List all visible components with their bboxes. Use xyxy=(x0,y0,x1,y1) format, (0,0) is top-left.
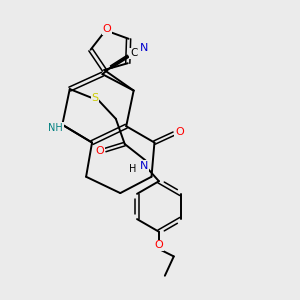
Text: O: O xyxy=(95,146,104,157)
Text: O: O xyxy=(175,127,184,137)
Text: O: O xyxy=(154,240,163,250)
Text: S: S xyxy=(92,93,99,103)
Text: H: H xyxy=(129,164,137,174)
Text: C: C xyxy=(130,48,137,59)
Text: N: N xyxy=(140,44,148,53)
Text: O: O xyxy=(103,24,112,34)
Text: N: N xyxy=(140,161,148,171)
Text: NH: NH xyxy=(48,123,63,133)
